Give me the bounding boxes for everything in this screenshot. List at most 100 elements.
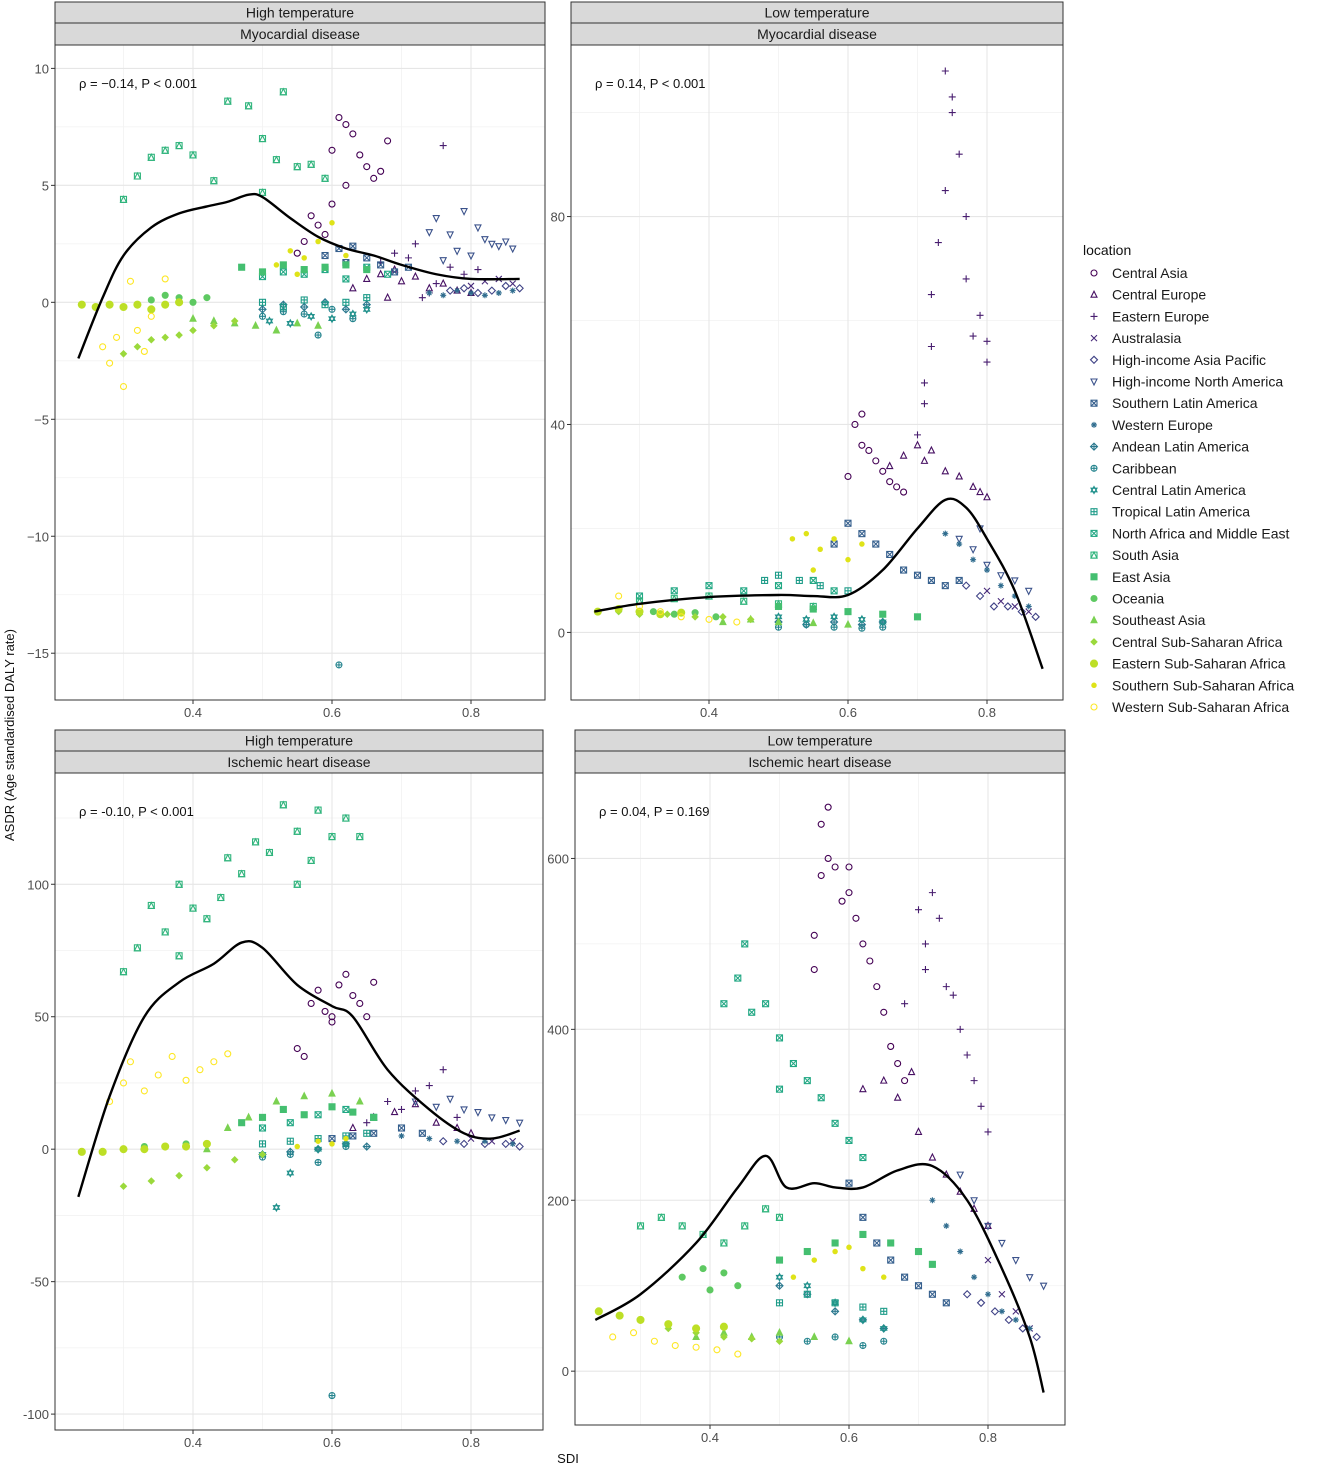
point-high-income-north-america <box>1011 1257 1020 1265</box>
point-central-asia <box>845 889 853 897</box>
point-north-africa-and-middle-east <box>342 1105 350 1113</box>
point-western-europe <box>495 289 502 296</box>
point-southeast-asia <box>293 318 302 327</box>
point-central-europe <box>914 1127 923 1135</box>
point-eastern-sub-saharan-africa <box>98 1147 107 1156</box>
point-eastern-europe <box>914 431 921 439</box>
point-western-sub-saharan-africa <box>713 1346 721 1354</box>
point-southeast-asia <box>774 617 783 626</box>
legend-key-icon <box>1090 638 1098 646</box>
legend-item: Western Sub-Saharan Africa <box>1090 699 1289 715</box>
point-north-africa-and-middle-east <box>774 582 783 590</box>
point-western-europe <box>426 289 433 296</box>
point-east-asia <box>328 1103 336 1111</box>
legend-label: Central Europe <box>1112 287 1206 303</box>
point-western-europe <box>998 1308 1005 1315</box>
point-eastern-europe <box>962 275 970 283</box>
data-points <box>77 87 524 669</box>
x-tick-label: 0.6 <box>840 1430 858 1445</box>
point-central-europe <box>899 450 908 459</box>
point-central-sub-saharan-africa <box>258 1150 267 1159</box>
point-western-sub-saharan-africa <box>133 326 141 334</box>
point-western-sub-saharan-africa <box>677 613 685 621</box>
point-high-income-asia-pacific <box>501 1139 511 1149</box>
point-eastern-europe <box>948 93 956 101</box>
point-oceania <box>734 1282 742 1290</box>
point-central-latin-america <box>265 316 274 326</box>
point-south-asia <box>328 832 336 841</box>
point-eastern-sub-saharan-africa <box>119 302 128 312</box>
legend-item: Central Asia <box>1090 265 1188 281</box>
point-south-asia <box>678 1221 687 1230</box>
point-central-asia <box>328 146 336 154</box>
point-australasia <box>984 1256 992 1264</box>
panel-border <box>54 772 544 1431</box>
point-high-income-asia-pacific <box>1032 1332 1041 1342</box>
point-north-africa-and-middle-east <box>734 974 742 982</box>
point-north-africa-and-middle-east <box>741 940 749 948</box>
point-oceania <box>678 1273 686 1281</box>
point-eastern-sub-saharan-africa <box>594 1307 603 1316</box>
point-central-asia <box>852 914 860 922</box>
point-south-asia <box>203 914 211 923</box>
point-high-income-north-america <box>474 224 482 233</box>
point-eastern-sub-saharan-africa <box>77 1147 86 1156</box>
point-oceania <box>203 294 211 302</box>
point-southern-sub-saharan-africa <box>294 271 300 277</box>
point-central-asia <box>314 986 322 994</box>
point-high-income-north-america <box>970 1197 978 1205</box>
point-north-africa-and-middle-east <box>279 268 287 276</box>
point-andean-latin-america <box>830 1307 840 1316</box>
point-southern-sub-saharan-africa <box>287 248 294 254</box>
legend-item: High-income North America <box>1090 374 1283 390</box>
legend-item: Western Europe <box>1091 417 1213 433</box>
point-southeast-asia <box>810 1332 819 1341</box>
point-eastern-europe <box>404 254 412 262</box>
point-oceania <box>720 1269 728 1277</box>
point-high-income-asia-pacific <box>438 1136 448 1146</box>
point-central-latin-america <box>802 614 811 625</box>
point-central-europe <box>885 461 894 470</box>
y-tick-label: 0 <box>42 1142 49 1157</box>
point-south-asia <box>147 153 156 161</box>
point-central-asia <box>293 249 301 257</box>
point-south-asia <box>119 967 128 976</box>
point-east-asia <box>914 1247 923 1256</box>
legend-label: Central Latin America <box>1112 482 1246 498</box>
point-east-asia <box>928 1260 936 1268</box>
point-central-asia <box>307 212 315 220</box>
point-eastern-sub-saharan-africa <box>161 1142 170 1151</box>
point-central-asia <box>356 151 364 159</box>
point-north-africa-and-middle-east <box>809 576 817 584</box>
x-tick-label: 0.6 <box>323 1435 341 1450</box>
legend-label: Western Europe <box>1112 417 1213 433</box>
legend-label: Andean Latin America <box>1112 439 1249 455</box>
legend-label: Eastern Sub-Saharan Africa <box>1112 656 1286 672</box>
legend-key-icon <box>1090 269 1098 277</box>
point-high-income-asia-pacific <box>976 1298 986 1308</box>
point-south-asia <box>720 1238 728 1247</box>
point-oceania <box>670 610 678 618</box>
point-central-latin-america <box>286 1168 295 1178</box>
point-central-asia <box>377 167 385 175</box>
legend-item: Caribbean <box>1090 460 1177 476</box>
point-southeast-asia <box>328 1088 336 1097</box>
point-eastern-europe <box>446 263 454 271</box>
strip-top-label: Low temperature <box>764 5 869 21</box>
point-caribbean <box>858 624 866 632</box>
point-southeast-asia <box>775 1327 784 1336</box>
y-tick-label: 0 <box>558 625 565 640</box>
point-central-sub-saharan-africa <box>147 335 156 344</box>
point-north-africa-and-middle-east <box>845 1136 853 1144</box>
x-tick-label: 0.8 <box>462 705 480 720</box>
point-central-asia <box>342 181 350 189</box>
point-east-asia <box>238 263 246 271</box>
legend-key-icon <box>1090 615 1098 624</box>
point-eastern-europe <box>921 966 929 974</box>
point-western-sub-saharan-africa <box>671 1341 679 1350</box>
point-central-asia <box>293 1044 301 1053</box>
point-caribbean <box>286 1150 294 1159</box>
point-eastern-sub-saharan-africa <box>161 300 170 309</box>
point-south-asia <box>133 943 142 952</box>
point-western-sub-saharan-africa <box>705 615 713 623</box>
